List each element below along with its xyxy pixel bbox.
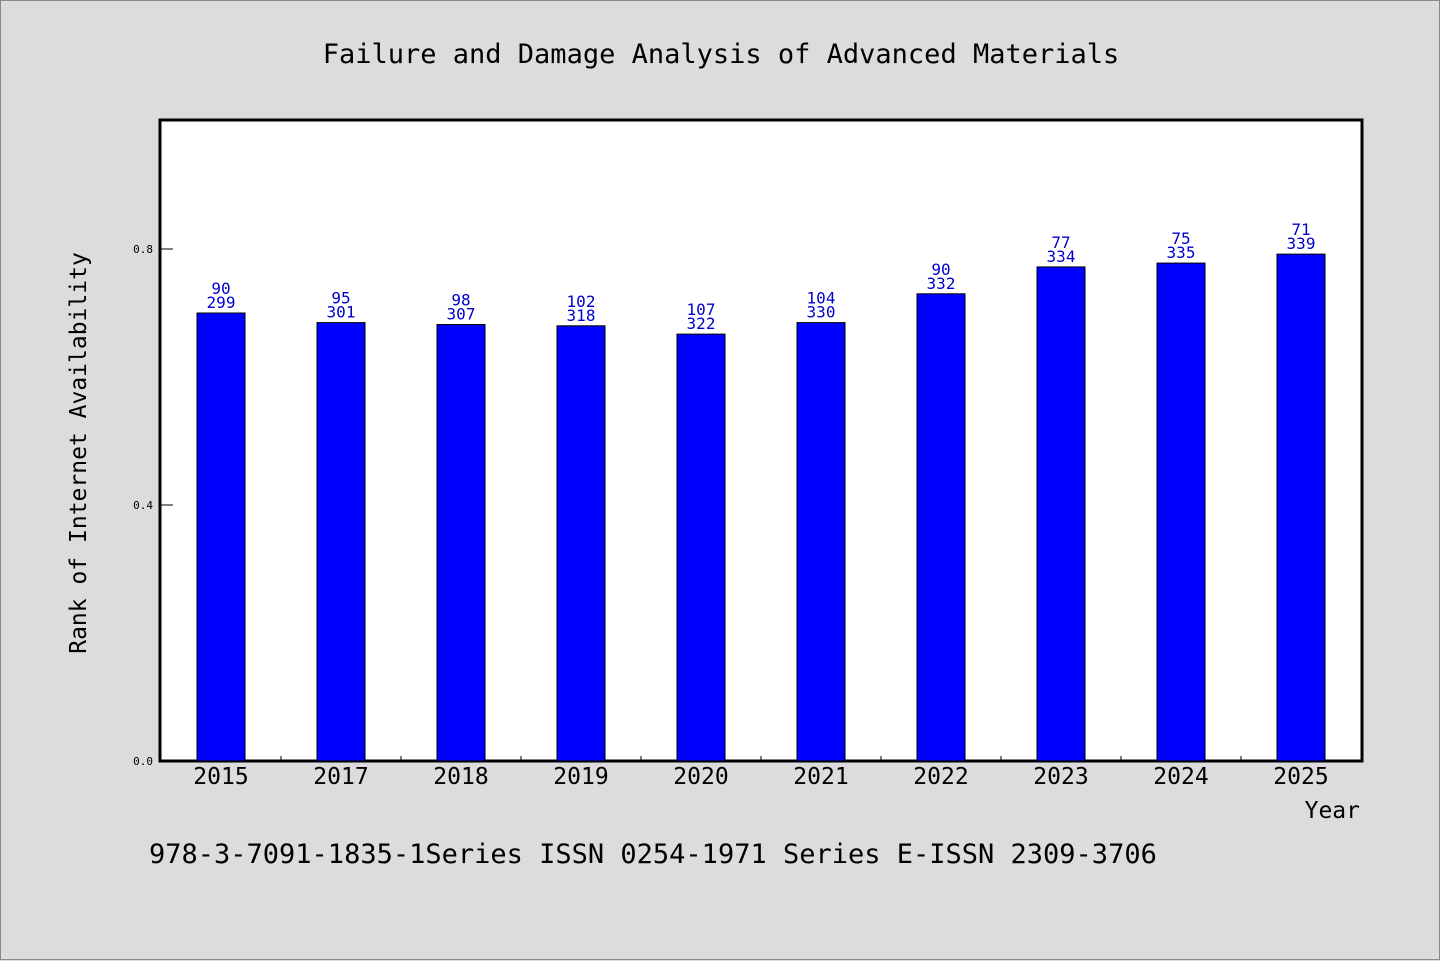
- bars-group: [196, 253, 1326, 762]
- data-label-top-2015: 90: [211, 279, 230, 298]
- data-label-bottom-2022: 332: [927, 274, 956, 293]
- x-tick-label-2025: 2025: [1273, 764, 1328, 790]
- bar-2023: [1036, 266, 1086, 762]
- data-label-bottom-2019: 318: [567, 306, 596, 325]
- category-labels-group: 2015 2017 2018 2019 2020 2021 2022 2023 2024 2025: [193, 764, 1328, 790]
- x-tick-label-2020: 2020: [673, 764, 728, 790]
- bar-2021: [796, 322, 846, 762]
- x-tick-label-2021: 2021: [793, 764, 848, 790]
- data-label-top-2019: 102: [567, 292, 596, 311]
- bar-2022: [916, 293, 966, 762]
- bar-2019: [556, 325, 606, 762]
- bar-2015: [196, 312, 246, 762]
- x-tick-label-2017: 2017: [313, 764, 368, 790]
- y-tick-label: 0.8: [133, 243, 153, 256]
- data-label-top-2017: 95: [331, 289, 350, 308]
- x-tick-label-2024: 2024: [1153, 764, 1208, 790]
- data-label-top-2021: 104: [807, 289, 836, 308]
- bar-2024: [1156, 262, 1206, 762]
- data-label-bottom-2018: 307: [447, 305, 476, 324]
- footer-isbn-issn: 978-3-7091-1835-1Series ISSN 0254-1971 S…: [149, 839, 1157, 870]
- x-tick-label-2019: 2019: [553, 764, 608, 790]
- data-label-bottom-2015: 299: [207, 293, 236, 312]
- x-axis-label: Year: [1305, 798, 1360, 824]
- data-label-bottom-2025: 339: [1287, 234, 1316, 253]
- bar-2017: [316, 322, 366, 762]
- y-axis-label: Rank of Internet Availability: [66, 252, 92, 654]
- bar-2018: [436, 324, 486, 762]
- chart-title: Failure and Damage Analysis of Advanced …: [323, 39, 1120, 70]
- x-tick-label-2022: 2022: [913, 764, 968, 790]
- data-label-bottom-2021: 330: [807, 303, 836, 322]
- data-label-bottom-2023: 334: [1047, 247, 1076, 266]
- data-label-bottom-2020: 322: [687, 314, 716, 333]
- x-tick-label-2018: 2018: [433, 764, 488, 790]
- data-label-bottom-2024: 335: [1167, 243, 1196, 262]
- bar-2025: [1276, 253, 1326, 762]
- data-label-bottom-2017: 301: [327, 303, 356, 322]
- data-label-top-2024: 75: [1171, 229, 1190, 248]
- y-axis-ticks: 0.0 0.4 0.8: [133, 243, 173, 768]
- bar-2020: [676, 333, 726, 762]
- data-label-top-2020: 107: [687, 300, 716, 319]
- y-tick-label: 0.0: [133, 755, 153, 768]
- x-tick-label-2023: 2023: [1033, 764, 1088, 790]
- data-label-top-2023: 77: [1051, 233, 1070, 252]
- x-tick-label-2015: 2015: [193, 764, 248, 790]
- y-tick-label: 0.4: [133, 499, 153, 512]
- x-axis-ticks: [280, 756, 1242, 761]
- data-label-top-2018: 98: [451, 291, 470, 310]
- data-label-top-2025: 71: [1291, 220, 1310, 239]
- data-label-top-2022: 90: [931, 260, 950, 279]
